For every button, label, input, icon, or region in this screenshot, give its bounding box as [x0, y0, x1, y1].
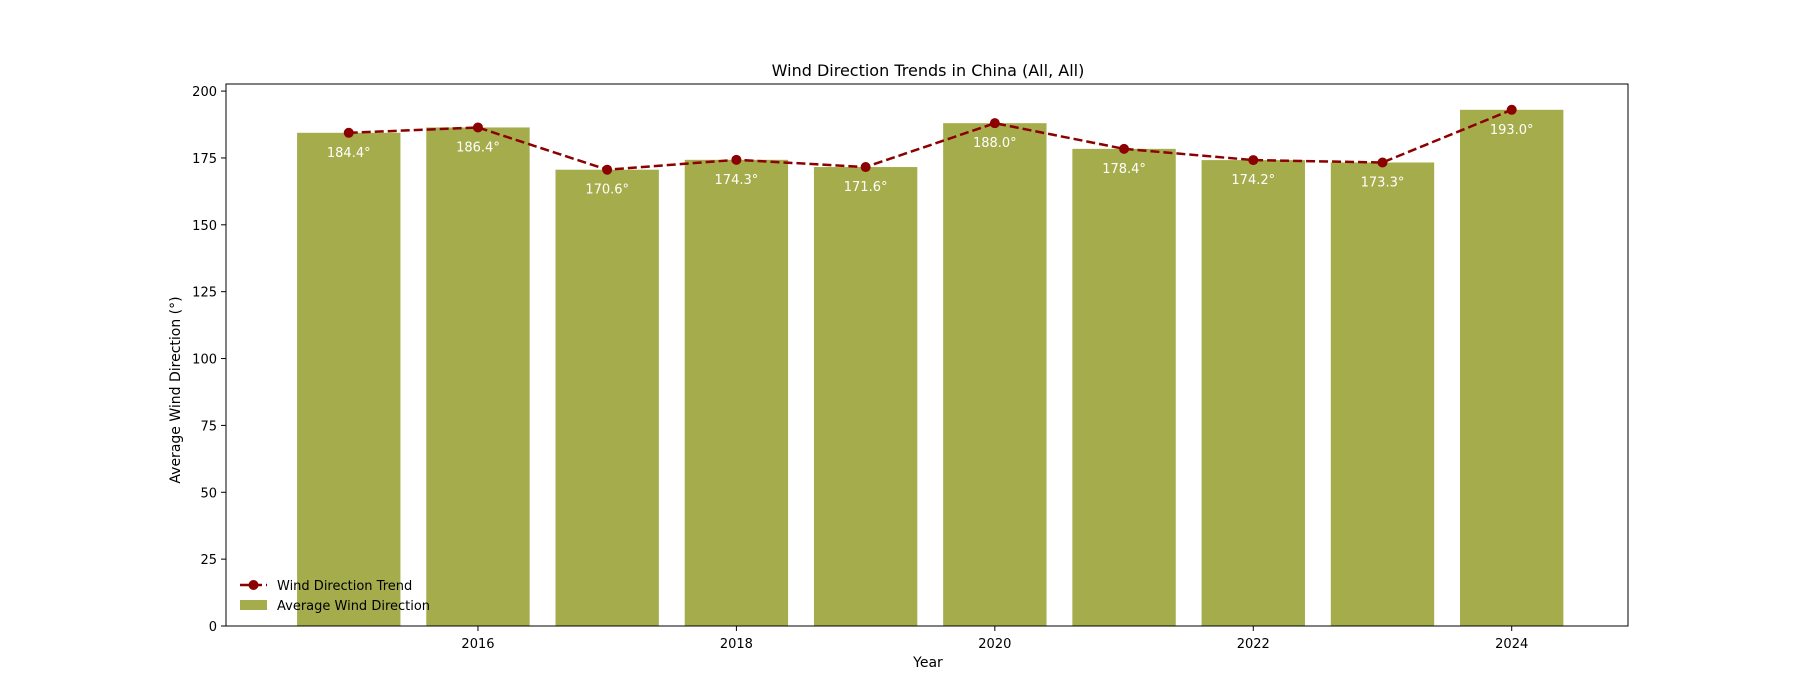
y-tick-label: 0 — [209, 620, 217, 635]
trend-point-2020 — [989, 118, 1000, 129]
chart-title: Wind Direction Trends in China (All, All… — [772, 61, 1085, 80]
bar-value-label: 193.0° — [1490, 123, 1534, 138]
y-tick-label: 75 — [200, 419, 217, 434]
trend-point-2018 — [731, 154, 742, 165]
y-tick-label: 125 — [192, 286, 217, 301]
y-tick-label: 150 — [192, 219, 217, 234]
x-tick-label: 2016 — [461, 637, 494, 652]
bar-2021 — [1072, 148, 1176, 626]
legend-label-trend: Wind Direction Trend — [277, 579, 412, 594]
legend-marker-swatch — [248, 580, 259, 590]
trend-line — [348, 108, 1513, 171]
trend-point-2015 — [343, 127, 354, 138]
trend-point-2016 — [472, 122, 483, 133]
bar-2017 — [555, 169, 659, 626]
y-tick-label: 175 — [192, 152, 217, 167]
bar-2024 — [1460, 109, 1564, 627]
bar-value-label: 170.6° — [585, 183, 629, 198]
trend-point-2022 — [1248, 155, 1259, 166]
bar-value-label: 188.0° — [973, 136, 1017, 151]
x-tick-label: 2024 — [1495, 637, 1528, 652]
bar-value-label: 186.4° — [456, 140, 500, 155]
bar-2016 — [426, 127, 530, 626]
bar-labels-layer: 184.4° 186.4° 170.6° 174.3° 171.6° 188.0° 178.… — [327, 123, 1534, 198]
x-tick-label: 2020 — [978, 637, 1011, 652]
bar-2019 — [813, 167, 918, 626]
bar-value-label: 174.3° — [715, 173, 759, 188]
x-tick-label: 2018 — [720, 637, 753, 652]
bar-2015 — [297, 132, 401, 626]
plot-frame — [225, 83, 1629, 627]
bar-value-label: 178.4° — [1102, 162, 1146, 177]
legend-label-average: Average Wind Direction — [277, 599, 430, 614]
legend: Wind Direction Trend Average Wind Directi… — [240, 579, 430, 614]
bar-2022 — [1201, 160, 1305, 626]
trend-point-2024 — [1506, 104, 1517, 115]
trend-point-2017 — [602, 164, 613, 175]
x-axis: 2016 2018 2020 2022 2024 — [461, 626, 1528, 652]
bar-value-label: 174.2° — [1231, 173, 1275, 188]
y-axis: 0 25 50 75 100 125 150 175 200 — [192, 85, 226, 635]
y-tick-label: 100 — [192, 353, 217, 368]
trend-point-2019 — [860, 162, 871, 173]
trend-point-2021 — [1119, 143, 1130, 154]
bar-value-label: 171.6° — [844, 180, 888, 195]
bar-2018 — [684, 159, 789, 626]
bar-2023 — [1330, 162, 1435, 626]
legend-bar-swatch — [240, 600, 267, 610]
y-axis-label: Average Wind Direction (°) — [168, 296, 184, 483]
bar-2020 — [943, 123, 1047, 626]
trend-line-layer — [343, 104, 1517, 175]
bar-value-label: 173.3° — [1361, 175, 1405, 190]
x-axis-label: Year — [912, 655, 943, 671]
y-tick-label: 25 — [200, 553, 217, 568]
y-tick-label: 50 — [200, 486, 217, 501]
trend-point-2023 — [1377, 157, 1388, 168]
x-tick-label: 2022 — [1237, 637, 1270, 652]
bar-value-label: 184.4° — [327, 146, 371, 161]
bars-layer — [297, 109, 1564, 627]
y-tick-label: 200 — [192, 85, 217, 100]
